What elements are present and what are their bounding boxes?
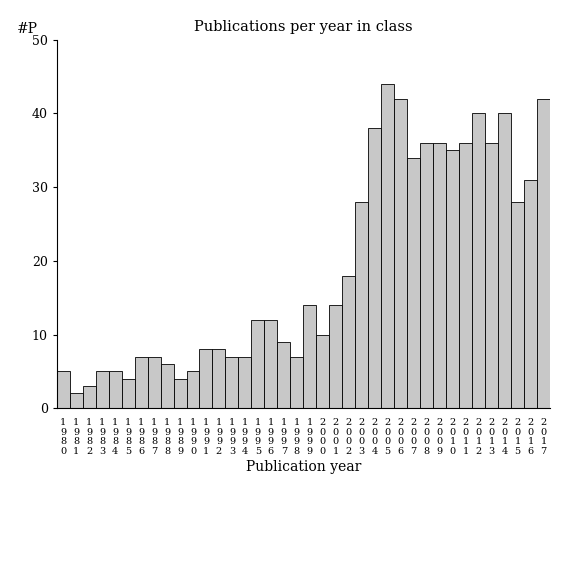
Bar [316,335,329,408]
Bar [83,386,96,408]
Bar [239,357,251,408]
Bar [251,320,264,408]
Bar [96,371,109,408]
Bar [109,371,121,408]
Bar [524,180,537,408]
Bar [200,349,213,408]
Bar [356,202,368,408]
Bar [290,357,303,408]
Bar [213,349,226,408]
Bar [537,99,550,408]
Bar [446,150,459,408]
Bar [277,342,290,408]
Bar [420,143,433,408]
Bar [226,357,239,408]
Bar [511,202,524,408]
Bar [187,371,200,408]
Bar [174,379,187,408]
Bar [381,84,394,408]
Text: #P: #P [17,22,38,36]
Bar [264,320,277,408]
Bar [160,364,174,408]
Bar [329,305,342,408]
Bar [303,305,316,408]
Bar [368,128,381,408]
Bar [57,371,70,408]
Bar [433,143,446,408]
Bar [147,357,160,408]
Title: Publications per year in class: Publications per year in class [194,20,413,35]
Bar [407,158,420,408]
Bar [70,393,83,408]
X-axis label: Publication year: Publication year [246,460,361,474]
Bar [498,113,511,408]
Bar [342,276,356,408]
Bar [459,143,472,408]
Bar [121,379,134,408]
Bar [394,99,407,408]
Bar [134,357,147,408]
Bar [472,113,485,408]
Bar [485,143,498,408]
